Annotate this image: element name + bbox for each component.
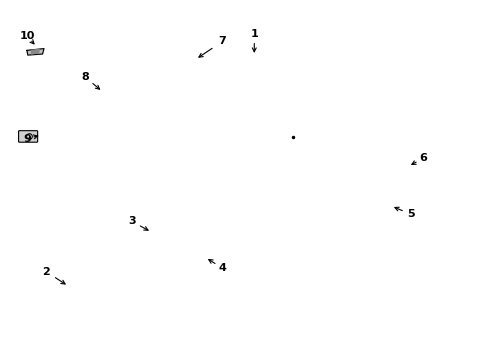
Text: 5: 5	[406, 209, 414, 219]
Text: 10: 10	[19, 31, 35, 41]
Text: 7: 7	[218, 36, 226, 46]
Text: 9: 9	[23, 134, 31, 144]
Polygon shape	[27, 49, 44, 55]
Text: 8: 8	[81, 72, 89, 82]
Text: 2: 2	[42, 267, 50, 277]
Text: 1: 1	[250, 29, 258, 39]
Text: 6: 6	[418, 153, 426, 163]
Text: 3: 3	[128, 216, 136, 226]
Text: 4: 4	[218, 263, 226, 273]
Polygon shape	[31, 49, 39, 54]
FancyBboxPatch shape	[19, 131, 38, 142]
